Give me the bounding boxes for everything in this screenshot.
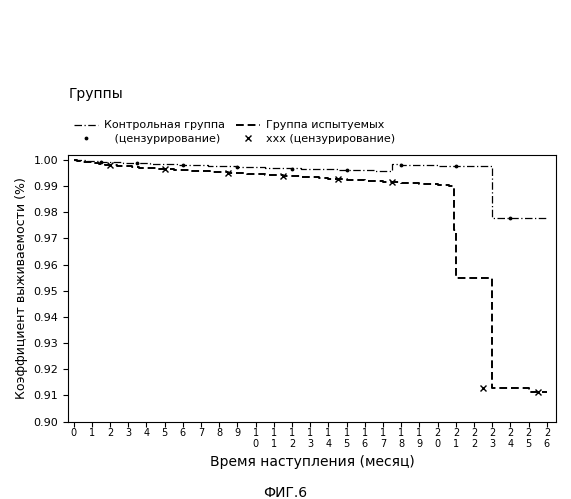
Text: ФИГ.6: ФИГ.6 bbox=[263, 486, 308, 499]
Text: Группы: Группы bbox=[68, 87, 123, 101]
X-axis label: Время наступления (месяц): Время наступления (месяц) bbox=[210, 455, 415, 469]
Y-axis label: Коэффициент выживаемости (%): Коэффициент выживаемости (%) bbox=[15, 177, 28, 399]
Legend: Контрольная группа,    (цензурирование), Группа испытуемых, xxx (цензурирование): Контрольная группа, (цензурирование), Гр… bbox=[74, 120, 395, 144]
